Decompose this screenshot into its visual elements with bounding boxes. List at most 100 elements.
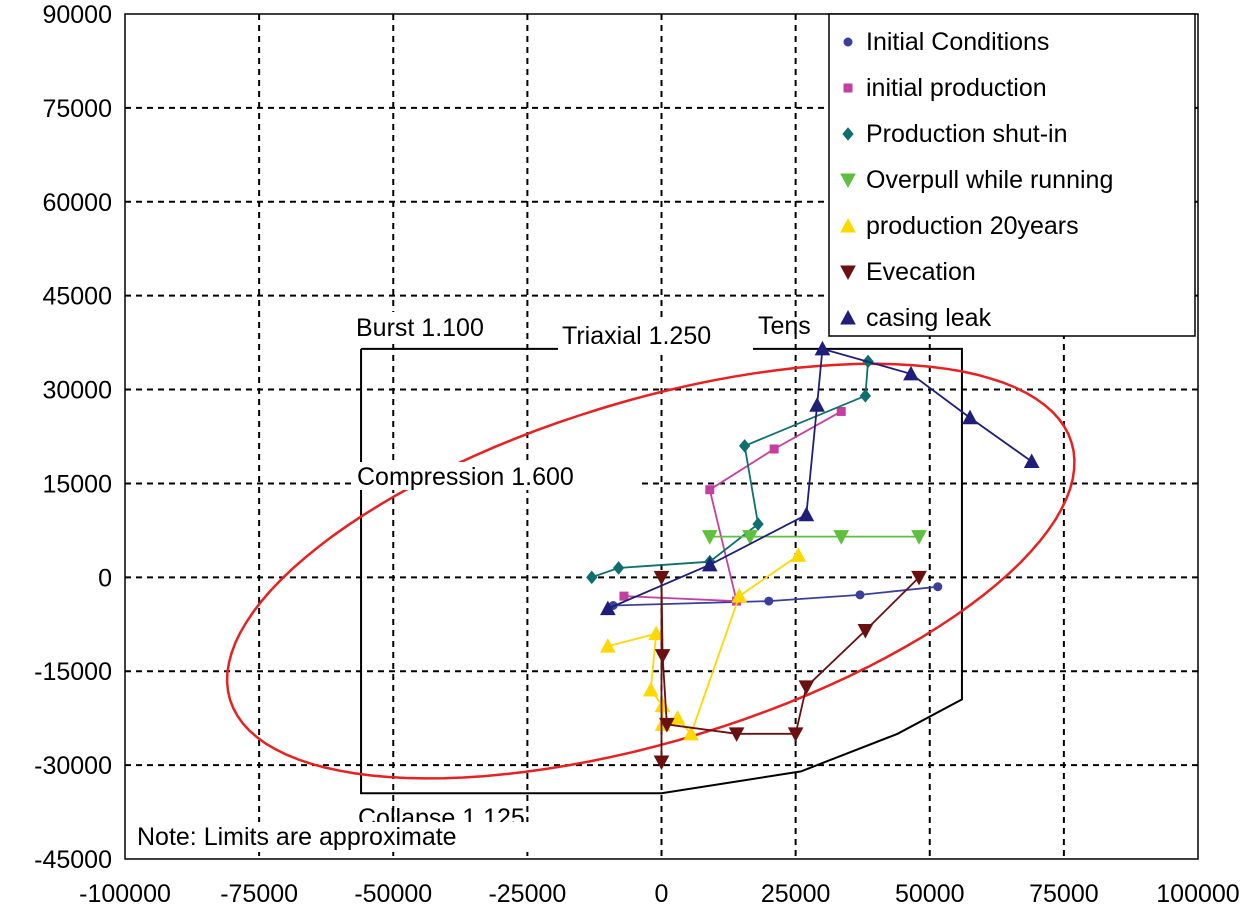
data-point bbox=[701, 530, 718, 545]
data-point bbox=[933, 582, 943, 592]
x-tick-label: -75000 bbox=[220, 880, 298, 908]
data-point bbox=[612, 561, 625, 575]
y-tick-label: 60000 bbox=[42, 189, 112, 217]
legend-label-evecation: Evecation bbox=[866, 258, 976, 286]
legend: Initial Conditions initial production Pr… bbox=[828, 13, 1196, 337]
legend-label-initial-production: initial production bbox=[866, 74, 1047, 102]
series-5 bbox=[653, 570, 927, 771]
data-point bbox=[742, 530, 758, 545]
y-tick-label: -45000 bbox=[34, 846, 112, 874]
data-point bbox=[728, 727, 745, 742]
data-point bbox=[600, 600, 616, 616]
series-2 bbox=[586, 354, 874, 585]
x-tick-label: 75000 bbox=[1029, 880, 1099, 908]
series-line bbox=[613, 585, 938, 607]
legend-box bbox=[828, 13, 1196, 337]
annotation-note: Note: Limits are approximate bbox=[137, 823, 457, 851]
data-point bbox=[654, 649, 671, 664]
annotation-bg-burst bbox=[352, 312, 522, 340]
data-point bbox=[752, 517, 764, 531]
annotation-bg-triaxial bbox=[558, 322, 753, 350]
legend-marker bbox=[840, 309, 856, 325]
y-tick-label: -30000 bbox=[34, 752, 112, 780]
data-point bbox=[705, 485, 715, 495]
legend-label-production-20years: production 20years bbox=[866, 212, 1079, 240]
x-tick-label: 25000 bbox=[761, 880, 831, 908]
tick-labels: -100000 -75000 -50000 -25000 0 25000 50000 7500… bbox=[34, 1, 1240, 908]
data-point bbox=[857, 624, 874, 639]
data-point bbox=[814, 340, 831, 356]
limit-lines bbox=[225, 347, 1076, 795]
data-point bbox=[683, 725, 699, 741]
annotation-bg-compression bbox=[352, 462, 642, 490]
data-point bbox=[836, 406, 846, 416]
data-point bbox=[619, 591, 629, 601]
y-tick-label: 0 bbox=[98, 564, 112, 592]
y-tick-label: 75000 bbox=[42, 95, 112, 123]
y-tick-label: -15000 bbox=[34, 658, 112, 686]
data-point bbox=[659, 717, 675, 733]
data-point bbox=[833, 530, 850, 545]
y-tick-label: 45000 bbox=[42, 283, 112, 311]
x-tick-label: -50000 bbox=[354, 880, 432, 908]
data-point bbox=[731, 588, 748, 603]
data-point bbox=[855, 590, 865, 600]
data-point bbox=[669, 710, 686, 725]
data-point bbox=[911, 530, 927, 545]
series-3 bbox=[701, 530, 927, 545]
data-point bbox=[739, 439, 751, 453]
legend-markers bbox=[840, 37, 856, 325]
legend-label-initial-conditions: Initial Conditions bbox=[866, 28, 1049, 56]
legend-marker bbox=[840, 173, 856, 189]
data-point bbox=[962, 409, 978, 425]
legend-label-casing-leak: casing leak bbox=[866, 304, 992, 332]
series-line bbox=[607, 347, 1033, 610]
legend-marker bbox=[840, 265, 856, 281]
data-point bbox=[790, 547, 807, 562]
series-4 bbox=[600, 547, 807, 741]
data-point bbox=[798, 680, 815, 695]
x-tick-label: 100000 bbox=[1156, 880, 1239, 908]
y-tick-label: 15000 bbox=[42, 470, 112, 498]
data-point bbox=[764, 596, 774, 606]
annotation-triaxial: Triaxial 1.250 bbox=[562, 322, 711, 350]
data-point bbox=[859, 389, 872, 403]
data-point bbox=[903, 365, 919, 381]
limit-envelope bbox=[360, 347, 963, 795]
legend-marker bbox=[843, 37, 853, 47]
data-point bbox=[586, 570, 598, 585]
data-point bbox=[911, 570, 927, 586]
annotation-tension: Tens bbox=[758, 312, 811, 340]
data-point bbox=[809, 397, 825, 412]
annotation-compression: Compression 1.600 bbox=[357, 463, 574, 491]
data-point bbox=[701, 556, 718, 572]
data-point bbox=[653, 755, 670, 771]
data-point bbox=[600, 638, 616, 653]
plot-frame bbox=[124, 13, 1199, 860]
series-1 bbox=[619, 406, 846, 606]
y-tick-label: 30000 bbox=[42, 377, 112, 405]
annotation-bg-note bbox=[131, 822, 541, 852]
data-point bbox=[653, 570, 670, 586]
x-tick-label: -25000 bbox=[488, 880, 566, 908]
x-tick-label: -100000 bbox=[79, 880, 171, 908]
data-point bbox=[1023, 453, 1040, 469]
data-point bbox=[798, 506, 815, 522]
series-layer bbox=[586, 340, 1040, 771]
legend-marker bbox=[842, 127, 854, 141]
x-tick-label: 50000 bbox=[895, 880, 965, 908]
series-6 bbox=[600, 340, 1040, 616]
legend-marker bbox=[840, 217, 856, 233]
series-line bbox=[607, 554, 799, 736]
x-tick-label: 0 bbox=[655, 880, 669, 908]
data-point bbox=[769, 444, 779, 454]
triaxial-ellipse bbox=[225, 362, 1076, 780]
y-tick-label: 90000 bbox=[42, 1, 112, 29]
data-point bbox=[787, 727, 804, 742]
legend-label-production-shut-in: Production shut-in bbox=[866, 120, 1068, 148]
annotation-burst: Burst 1.100 bbox=[356, 314, 484, 342]
legend-marker bbox=[843, 83, 853, 93]
data-point bbox=[642, 681, 659, 697]
data-point bbox=[648, 625, 664, 641]
